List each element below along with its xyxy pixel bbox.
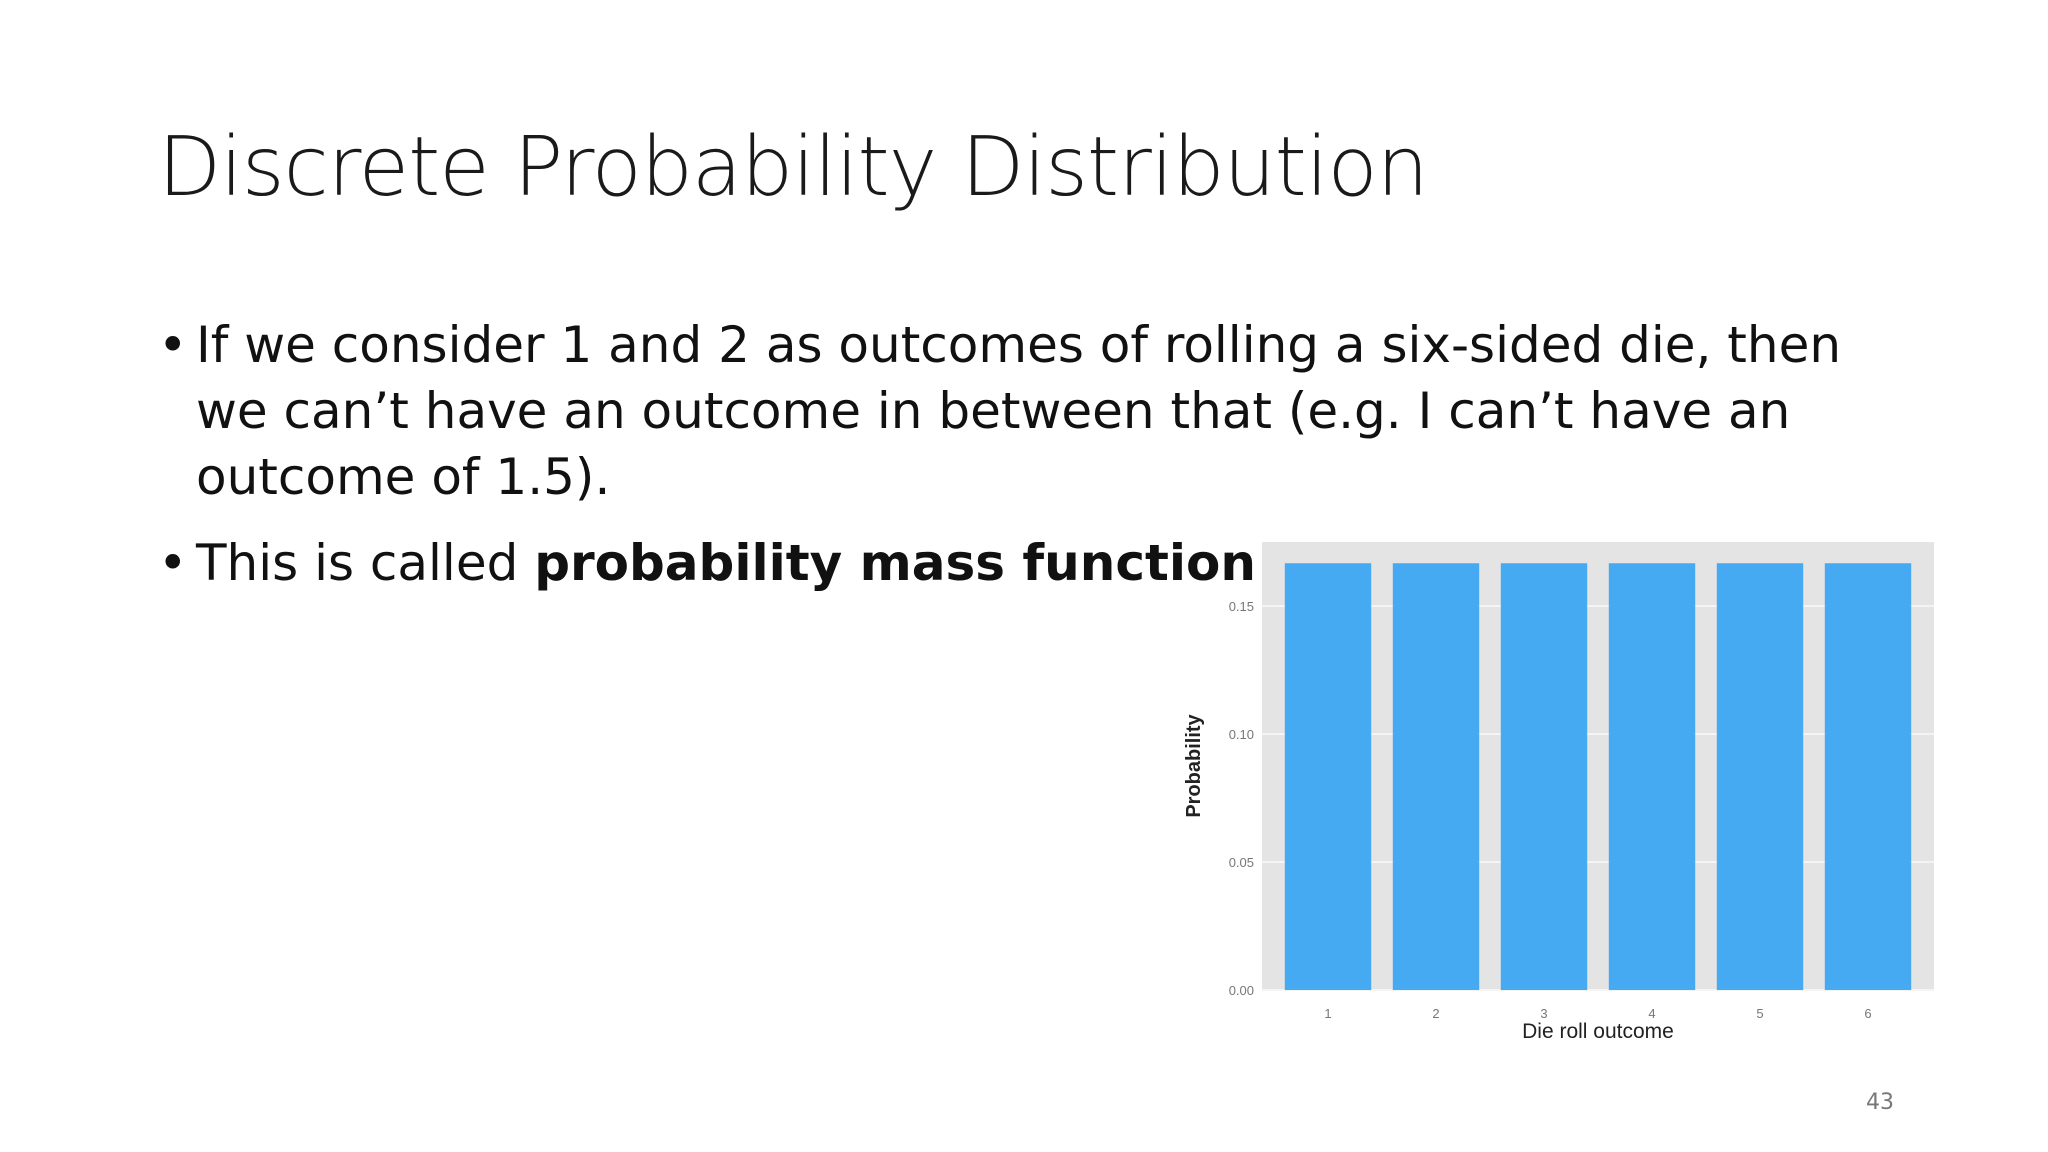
chart-y-ticks: 0.00 0.05 0.10 0.15 (1229, 599, 1254, 998)
bullet-text: If we consider 1 and 2 as outcomes of ro… (196, 316, 1842, 506)
chart-bar (1716, 563, 1804, 990)
bar-chart: 0.00 0.05 0.10 0.15 1 2 3 4 5 6 Die roll outcome… (1183, 542, 1934, 1043)
chart-x-tick-label: 4 (1648, 1006, 1655, 1021)
chart-bar (1284, 563, 1372, 990)
chart-panel (1262, 542, 1934, 990)
chart-gridlines (1262, 605, 1934, 991)
chart-x-axis-label: Die roll outcome (1522, 1020, 1674, 1043)
chart-bars (1284, 563, 1912, 990)
chart-x-ticks: 1 2 3 4 5 6 (1324, 1006, 1871, 1021)
chart-bar (1608, 563, 1696, 990)
slide-title: Discrete Probability Distribution (158, 120, 1429, 215)
chart-y-tick-label: 0.15 (1229, 599, 1254, 614)
bullet-dot-icon: • (158, 534, 188, 592)
page-number: 43 (1866, 1090, 1894, 1115)
chart-y-tick-label: 0.00 (1229, 983, 1254, 998)
bullet-item: • If we consider 1 and 2 as outcomes of … (158, 312, 1918, 510)
bullet-item: • This is called probability mass functi… (158, 530, 1918, 596)
chart-bar (1500, 563, 1588, 990)
chart-x-tick-label: 1 (1324, 1006, 1331, 1021)
bullet-dot-icon: • (158, 316, 188, 374)
chart-x-tick-label: 6 (1864, 1006, 1871, 1021)
chart-bar (1392, 563, 1480, 990)
chart-x-tick-label: 3 (1540, 1006, 1547, 1021)
chart-y-tick-label: 0.05 (1229, 855, 1254, 870)
chart-bar (1824, 563, 1912, 990)
chart-x-tick-label: 2 (1432, 1006, 1439, 1021)
chart-y-axis-label: Probability (1183, 713, 1205, 817)
bullet-list: • If we consider 1 and 2 as outcomes of … (158, 312, 1918, 616)
chart-y-tick-label: 0.10 (1229, 727, 1254, 742)
chart-x-tick-label: 5 (1756, 1006, 1763, 1021)
bullet-bold-term: probability mass function (534, 534, 1256, 592)
bullet-text: This is called (196, 534, 535, 592)
